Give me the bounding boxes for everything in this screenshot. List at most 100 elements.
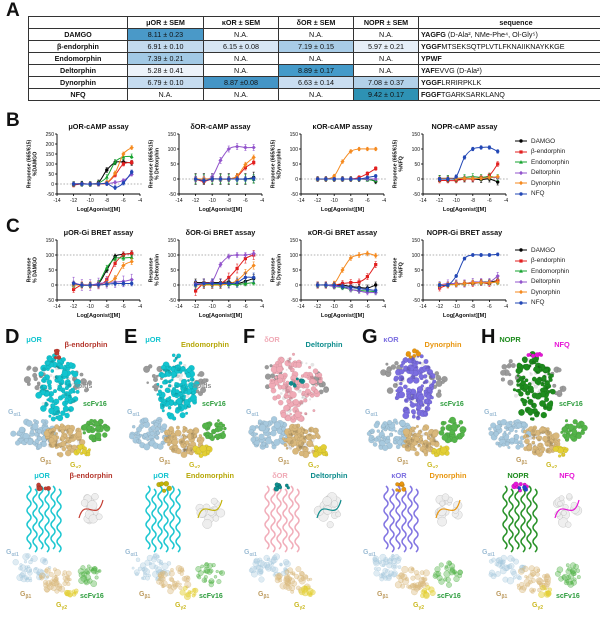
panel-label-b: B: [6, 110, 20, 131]
ribbon-model-g: κOR Dynorphin Gαi1 Gβ1 Gγ2 scFv16: [363, 471, 467, 611]
series-NFQ: [71, 280, 134, 288]
y-tick-label: 50: [292, 268, 298, 274]
gg2-label: Gγ2: [546, 462, 557, 468]
x-tick-label: -4: [382, 304, 387, 310]
gai1-density: [488, 418, 532, 450]
chart--or-gi-bret-assay: δOR-Gi BRET assay -50 0 50 100 150 -14 -12 -10 -8…: [146, 226, 268, 325]
series-NFQ: [315, 174, 378, 181]
x-tick-label: -8: [471, 198, 476, 204]
table-header-cell: κOR ± SEM: [203, 16, 279, 29]
x-tick-label: -14: [297, 304, 304, 310]
x-axis-label: Log[Agonist][M]: [77, 313, 120, 319]
x-tick-label: -6: [243, 198, 248, 204]
x-axis-label: Log[Agonist][M]: [199, 207, 242, 213]
ligand-spheres: [273, 482, 290, 492]
y-tick-label: 150: [290, 132, 299, 138]
chart-nopr-gi-bret-assay: NOPR-Gi BRET assay -50 0 50 100 150 -14 -12 -10 -…: [390, 226, 512, 325]
y-tick-label: 150: [168, 238, 177, 244]
ribbon-model-e: μOR Endomorphin Gαi1 Gβ1 Gγ2 scFv16: [125, 471, 234, 611]
affinity-value-cell: N.A.: [278, 28, 354, 41]
legend-item-deltorphin: Deltorphin: [514, 169, 569, 177]
gg2-label: Gγ2: [427, 462, 438, 468]
legend-label: DAMGO: [531, 246, 556, 254]
gg2-ribbon: [538, 584, 552, 598]
x-tick-label: -8: [105, 198, 110, 204]
x-tick-label: -6: [365, 304, 370, 310]
gai1-label: Gαi1: [363, 549, 376, 558]
legend-label: NFQ: [531, 190, 545, 197]
scfv16-ribbon: [77, 564, 102, 587]
gg2-density: [312, 444, 329, 458]
gb1-label: Gβ1: [278, 457, 290, 466]
gg2-label: Gγ2: [294, 602, 305, 611]
affinity-value-cell: 6.15 ± 0.08: [203, 40, 279, 53]
y-axis-label: Response: [149, 257, 155, 282]
chart-title: δOR-cAMP assay: [190, 122, 251, 131]
x-tick-label: -10: [331, 304, 338, 310]
gg2-ribbon: [64, 588, 79, 598]
y-axis-label: Response: [393, 257, 399, 282]
y-axis-label: Response: [271, 257, 277, 282]
series-NFQ: [437, 252, 500, 287]
affinity-value-cell: 8.89 ± 0.17: [278, 64, 354, 77]
y-axis-label: % Dynorphin: [277, 254, 283, 286]
affinity-value-cell: 9.42 ± 0.17: [353, 88, 419, 101]
ribbon-model-h: NOPR NFQ Gαi1 Gβ1 Gγ2 scFv16: [482, 471, 583, 611]
ligand-density: [405, 348, 422, 359]
x-tick-label: -10: [87, 198, 94, 204]
ligand-name-cell: β-endorphin: [28, 40, 128, 53]
legend-camp: DAMGO β-endorphin Endomorphin Deltorphin Dyn…: [514, 137, 569, 198]
chart-title: NOPR-cAMP assay: [432, 122, 499, 131]
chart-title: κOR-cAMP assay: [313, 122, 374, 131]
y-tick-label: 50: [292, 162, 298, 168]
scfv16-density: [560, 419, 588, 442]
legend-label: Deltorphin: [531, 169, 561, 176]
legend-item-endomorphin: Endomorphin: [514, 267, 569, 275]
affinity-value-cell: 6.79 ± 0.10: [127, 76, 204, 89]
ligand-label: Deltorphin: [306, 340, 343, 349]
sequence-rest-part: (D-Ala², NMe-Phe⁴, Ol-Gly⁵): [445, 30, 538, 39]
scfv16-density: [438, 416, 467, 444]
sequence-rest-part: LRRIRPKLK: [441, 78, 482, 87]
y-axis-label: % Deltorphin: [155, 148, 161, 180]
y-tick-label: 100: [290, 147, 299, 153]
density-map-h: NOPR NFQ scFv16 Gαi1 Gβ1 Gγ2: [484, 335, 588, 468]
y-tick-label: -50: [47, 298, 54, 304]
y-axis-label: Response (665/615): [271, 140, 277, 189]
gb1-density: [43, 423, 86, 458]
lipids-label: lipids: [193, 383, 211, 390]
lipids-label: lipids: [74, 383, 92, 390]
gai1-density: [366, 418, 412, 452]
receptor-label: μOR: [153, 471, 169, 480]
y-axis-label: % DAMGO: [33, 257, 39, 283]
legend-marker-icon: [515, 180, 527, 186]
scfv16-label: scFv16: [440, 401, 464, 408]
ligand-spheres: [36, 482, 51, 492]
legend-bret: DAMGO β-endorphin Endomorphin Deltorphin Dyn…: [514, 246, 569, 307]
ligand-spheres: [156, 480, 172, 493]
ligand-label: β-endorphin: [64, 340, 108, 349]
scfv16-label: scFv16: [556, 593, 580, 600]
scfv16-label: scFv16: [80, 593, 104, 600]
legend-label: β-endorphin: [531, 257, 566, 264]
y-tick-label: 0: [173, 177, 176, 183]
y-tick-label: 50: [48, 268, 54, 274]
gb1-label: Gβ1: [496, 591, 508, 600]
x-axis-label: Log[Agonist][M]: [321, 207, 364, 213]
legend-item-dynorphin: Dynorphin: [514, 179, 569, 187]
y-axis-label: Response (665/615): [393, 140, 399, 189]
gai1-label: Gαi1: [6, 549, 19, 558]
y-axis-label: %NFQ: [399, 156, 405, 172]
gb1-density: [281, 423, 321, 459]
legend-marker-icon: [515, 191, 527, 196]
panel-label-h: H: [481, 326, 496, 348]
affinity-value-cell: N.A.: [203, 64, 279, 77]
affinity-value-cell: N.A.: [278, 88, 354, 101]
table-row: Endomorphin 7.39 ± 0.21 N.A. N.A. N.A. YPWF: [28, 52, 600, 65]
y-tick-label: 100: [412, 147, 421, 153]
x-tick-label: -10: [209, 198, 216, 204]
gg2-ribbon: [179, 585, 199, 600]
camp-assay-chart-row: μOR-cAMP assay -50 0 50 100 150 200 250 -14 -12 -1…: [24, 120, 512, 219]
legend-label: Endomorphin: [531, 267, 570, 275]
scfv16-ribbon: [195, 562, 225, 588]
